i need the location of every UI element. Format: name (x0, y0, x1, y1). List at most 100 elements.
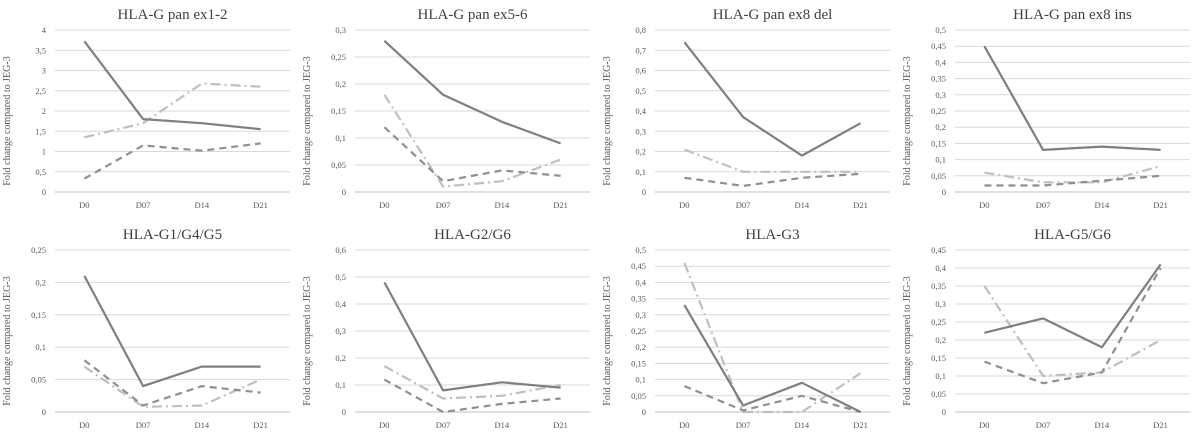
series-line-solid (83, 40, 261, 131)
x-tick-label: D07 (136, 420, 151, 430)
y-tick-label: 0,35 (631, 294, 646, 304)
y-tick-label: 3,5 (35, 45, 46, 55)
series-line-dashed (984, 174, 1161, 187)
chart-title: HLA-G2/G6 (434, 227, 511, 243)
y-tick-label: 0,5 (635, 245, 646, 255)
y-tick-label: 0 (42, 187, 46, 197)
series-line-solid (383, 281, 561, 392)
y-tick-label: 0,25 (931, 317, 946, 327)
y-axis-label: Fold change compared to JEG-3 (302, 276, 313, 405)
y-tick-label: 0,15 (331, 106, 346, 116)
x-tick-label: D21 (553, 420, 568, 430)
y-tick-label: 0,1 (935, 371, 946, 381)
y-tick-label: 0,05 (31, 375, 46, 385)
y-tick-label: 1,5 (35, 126, 46, 136)
y-tick-label: 0,35 (931, 74, 946, 84)
y-tick-label: 0,1 (935, 155, 946, 165)
x-tick-label: D14 (795, 200, 810, 210)
y-tick-label: 0 (642, 407, 646, 417)
y-tick-label: 0,15 (931, 353, 946, 363)
series-line-dashdot (984, 165, 1161, 184)
chart-title: HLA-G5/G6 (1034, 227, 1111, 243)
y-tick-label: 0,05 (331, 160, 346, 170)
y-tick-label: 0,25 (931, 106, 946, 116)
x-tick-label: D21 (853, 200, 868, 210)
series-line-dashdot (683, 262, 862, 414)
chart-title: HLA-G pan ex8 del (713, 7, 833, 23)
y-tick-label: 0,4 (635, 277, 646, 287)
y-tick-label: 0,3 (935, 299, 946, 309)
y-axis-label: Fold change compared to JEG-3 (902, 56, 913, 185)
x-tick-label: D14 (495, 200, 510, 210)
chart-panel-5: HLA-G1/G4/G5 0 0,05 0,1 0,15 0,2 0,25 Fold chan… (2, 227, 290, 430)
series-line-dashdot (983, 285, 1162, 378)
y-tick-label: 0,35 (931, 281, 946, 291)
y-tick-label: 0,45 (931, 245, 946, 255)
series-line-dashdot (83, 365, 262, 408)
y-tick-label: 0,5 (335, 272, 346, 282)
y-tick-label: 0,4 (935, 57, 946, 67)
x-tick-label: D07 (736, 420, 751, 430)
y-tick-label: 0,2 (335, 353, 346, 363)
y-tick-label: 0 (642, 187, 646, 197)
y-tick-label: 0,05 (931, 171, 946, 181)
y-tick-label: 0,15 (931, 138, 946, 148)
y-tick-label: 0,5 (635, 86, 646, 96)
y-tick-label: 0,25 (631, 326, 646, 336)
series-line-dashed (83, 142, 261, 180)
chart-title: HLA-G pan ex5-6 (418, 7, 528, 23)
y-tick-label: 0,5 (35, 167, 46, 177)
series-line-solid (983, 45, 1161, 151)
y-tick-label: 0,3 (335, 326, 346, 336)
y-tick-label: 0,2 (935, 335, 946, 345)
x-tick-label: D0 (379, 420, 389, 430)
series-line-dashdot (383, 94, 561, 188)
y-tick-label: 0,25 (331, 52, 346, 62)
y-tick-label: 0,6 (635, 66, 646, 76)
x-tick-label: D07 (1036, 420, 1051, 430)
y-tick-label: 0,4 (635, 106, 646, 116)
y-tick-label: 0 (42, 407, 46, 417)
series-line-solid (83, 275, 261, 388)
series-line-solid (383, 39, 561, 145)
y-axis-label: Fold change compared to JEG-3 (2, 56, 13, 185)
series-line-dashed (83, 359, 261, 407)
chart-panel-1: HLA-G pan ex1-2 0 0,5 1 1,5 2 2,5 3 3,5 4 Fold cha… (2, 7, 290, 210)
y-tick-label: 0,8 (635, 25, 646, 35)
y-tick-label: 0,15 (31, 310, 46, 320)
y-tick-label: 1 (42, 147, 46, 157)
y-tick-label: 0,05 (631, 391, 646, 401)
chart-title: HLA-G1/G4/G5 (123, 227, 222, 243)
x-tick-label: D14 (795, 420, 810, 430)
series-line-dashed (984, 267, 1162, 385)
series-line-dashed (684, 172, 861, 187)
series-line-solid (683, 41, 862, 157)
series-line-dashdot (84, 82, 261, 139)
y-tick-label: 0,45 (931, 41, 946, 51)
x-tick-label: D21 (1153, 200, 1168, 210)
series-line-dashdot (383, 365, 561, 400)
x-tick-label: D0 (979, 420, 989, 430)
x-tick-label: D21 (553, 200, 568, 210)
y-axis-label: Fold change compared to JEG-3 (2, 276, 13, 405)
chart-panel-3: HLA-G pan ex8 del 0 0,1 0,2 0,3 0,4 0,5 0,6 0,7 0… (602, 7, 890, 210)
x-tick-label: D21 (853, 420, 868, 430)
y-tick-label: 0,3 (635, 126, 646, 136)
x-tick-label: D07 (436, 420, 451, 430)
y-tick-label: 0,05 (931, 389, 946, 399)
x-tick-label: D21 (253, 420, 268, 430)
x-tick-label: D07 (1036, 200, 1051, 210)
x-tick-label: D07 (136, 200, 151, 210)
x-tick-label: D0 (679, 420, 689, 430)
y-tick-label: 0,1 (635, 167, 646, 177)
y-axis-label: Fold change compared to JEG-3 (602, 56, 613, 185)
series-line-dashed (383, 378, 561, 414)
y-tick-label: 0,2 (35, 277, 46, 287)
y-tick-label: 0,2 (635, 147, 646, 157)
x-tick-label: D0 (679, 200, 689, 210)
x-tick-label: D0 (979, 200, 989, 210)
y-tick-label: 0,45 (631, 261, 646, 271)
x-tick-label: D14 (195, 200, 210, 210)
y-tick-label: 0,25 (31, 245, 46, 255)
y-tick-label: 0,3 (635, 310, 646, 320)
